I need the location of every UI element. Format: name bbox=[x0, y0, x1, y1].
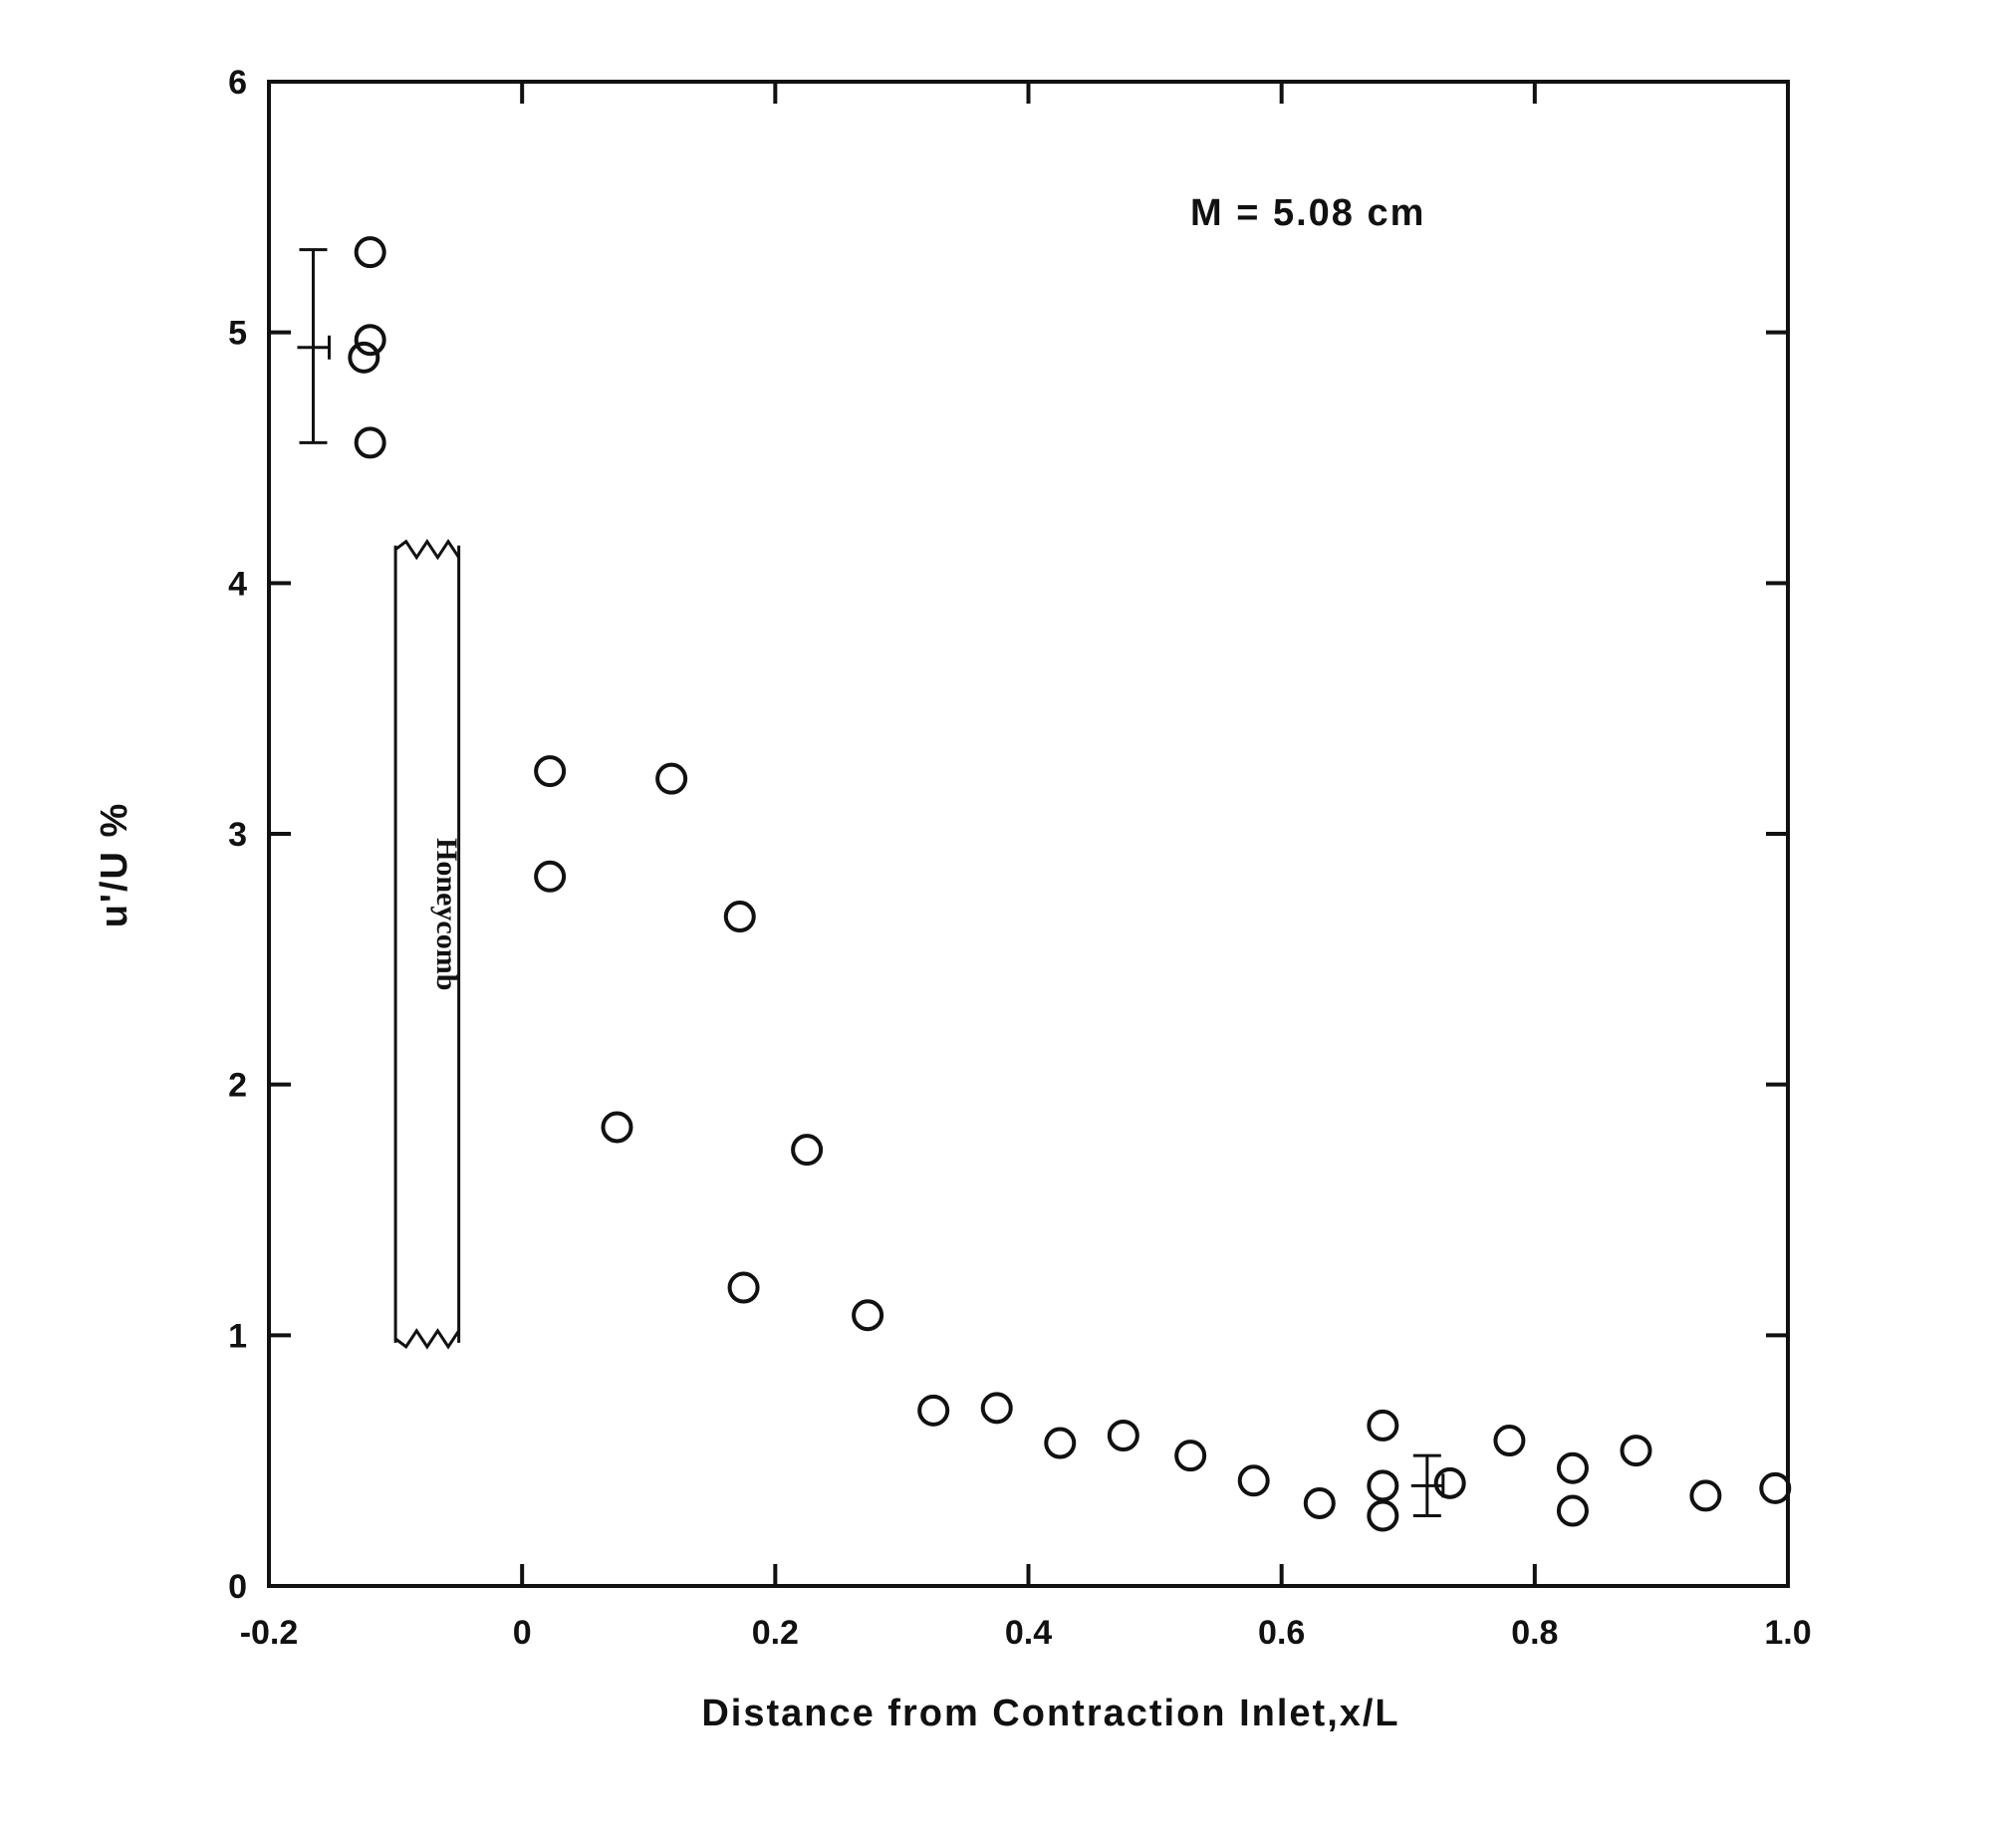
error-bar bbox=[297, 248, 331, 444]
x-tick-label: 0.4 bbox=[1005, 1614, 1052, 1652]
data-points bbox=[348, 236, 1792, 1532]
data-point bbox=[1759, 1471, 1792, 1504]
x-tick-label: 0 bbox=[513, 1614, 532, 1652]
x-tick-label: 0.8 bbox=[1511, 1614, 1558, 1652]
y-axis-title: u'/U % bbox=[94, 802, 135, 928]
data-point bbox=[1556, 1451, 1589, 1484]
y-tick-label: 4 bbox=[228, 565, 247, 603]
data-point bbox=[791, 1134, 824, 1167]
data-point bbox=[655, 762, 688, 795]
data-point bbox=[534, 860, 567, 893]
honeycomb-bottom-break bbox=[394, 1328, 460, 1350]
data-point bbox=[1493, 1425, 1526, 1457]
plot-frame bbox=[267, 80, 1790, 1588]
data-point bbox=[1620, 1435, 1652, 1467]
data-point bbox=[354, 426, 386, 459]
data-point bbox=[354, 324, 386, 357]
plot-border bbox=[267, 80, 1790, 1588]
x-tick-label: 0.2 bbox=[752, 1614, 799, 1652]
x-axis: -0.2 0 0.2 0.4 0.6 0.8 1.0 bbox=[240, 82, 1812, 1652]
y-tick-label: 1 bbox=[228, 1317, 247, 1355]
data-point bbox=[727, 1271, 760, 1304]
data-point bbox=[852, 1299, 884, 1332]
x-axis-title: Distance from Contraction Inlet,x/L bbox=[701, 1693, 1399, 1734]
x-tick-label: 1.0 bbox=[1764, 1614, 1811, 1652]
data-point bbox=[601, 1111, 633, 1144]
data-point bbox=[1044, 1427, 1077, 1459]
data-point bbox=[1237, 1464, 1270, 1497]
data-point bbox=[1367, 1499, 1399, 1532]
data-point bbox=[1303, 1486, 1336, 1519]
honeycomb-top-break bbox=[394, 538, 460, 561]
data-point bbox=[1433, 1466, 1466, 1499]
x-tick-label: 0.6 bbox=[1258, 1614, 1305, 1652]
y-tick-label: 3 bbox=[228, 816, 247, 854]
data-point bbox=[1174, 1440, 1207, 1472]
annotation-text: M = 5.08 cm bbox=[1190, 192, 1425, 234]
data-point bbox=[1107, 1420, 1139, 1451]
data-point bbox=[1689, 1479, 1722, 1512]
honeycomb-label: Honeycomb bbox=[430, 838, 463, 990]
honeycomb-marker: Honeycomb bbox=[393, 538, 463, 1350]
x-tick-label: -0.2 bbox=[240, 1614, 299, 1652]
y-tick-label: 6 bbox=[228, 64, 247, 102]
data-point bbox=[534, 755, 567, 788]
data-point bbox=[1367, 1409, 1399, 1442]
error-bars bbox=[297, 248, 1445, 1518]
data-point bbox=[354, 236, 386, 269]
data-point bbox=[1556, 1494, 1589, 1527]
error-bar bbox=[1410, 1453, 1445, 1518]
data-point bbox=[980, 1392, 1013, 1425]
data-point bbox=[917, 1394, 950, 1427]
y-tick-label: 5 bbox=[228, 315, 247, 353]
data-point bbox=[723, 901, 756, 933]
y-axis: 0 1 2 3 4 5 6 bbox=[228, 64, 1788, 1606]
y-tick-label: 2 bbox=[228, 1067, 247, 1105]
data-point bbox=[348, 341, 380, 374]
y-tick-label: 0 bbox=[228, 1568, 247, 1606]
data-point bbox=[1367, 1469, 1399, 1502]
